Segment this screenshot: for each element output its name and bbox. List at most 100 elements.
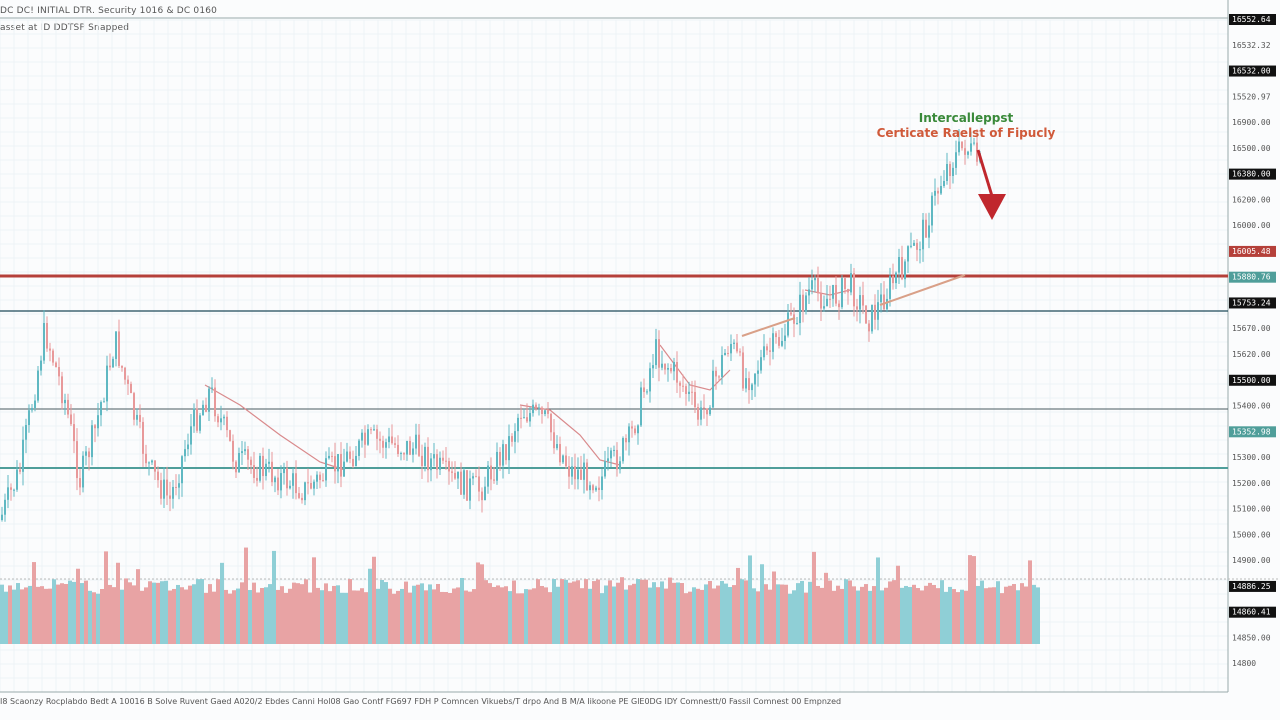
volume-bar — [932, 584, 936, 644]
volume-bar — [576, 580, 580, 644]
volume-bar — [704, 584, 708, 644]
volume-bar — [108, 584, 112, 644]
volume-bar — [248, 590, 252, 644]
volume-bar — [756, 591, 760, 644]
candle-body — [676, 362, 678, 383]
candle-body — [46, 322, 48, 349]
volume-bar — [748, 555, 752, 644]
price-axis-label: 15500.00 — [1232, 376, 1271, 385]
candle-body — [10, 487, 12, 490]
candle-body — [976, 142, 978, 162]
candle-body — [460, 471, 462, 495]
volume-bar — [872, 586, 876, 644]
volume-bar — [220, 562, 224, 644]
candle-body — [532, 404, 534, 414]
candle-body — [970, 143, 972, 152]
candle-body — [658, 339, 660, 368]
volume-bar — [928, 582, 932, 644]
candle-body — [961, 141, 963, 149]
candle-body — [535, 404, 537, 409]
price-tag-bg — [1229, 426, 1276, 438]
candles[interactable] — [1, 128, 981, 522]
candle-body — [781, 340, 783, 346]
volume-bar — [436, 583, 440, 644]
price-axis-label: 16200.00 — [1232, 195, 1271, 204]
volume-bar — [496, 585, 500, 644]
volume-bar — [736, 567, 740, 644]
volume-bar — [212, 591, 216, 644]
candle-body — [706, 408, 708, 415]
candle-body — [292, 473, 294, 486]
volume-bar — [136, 569, 140, 644]
volume-bar — [400, 588, 404, 644]
candle-body — [337, 454, 339, 472]
candle-body — [655, 339, 657, 366]
candle-body — [523, 417, 525, 419]
volume-bar — [900, 587, 904, 644]
volume-bar — [968, 555, 972, 644]
volume-bar — [408, 592, 412, 644]
candle-body — [580, 469, 582, 480]
volume-bar — [192, 584, 196, 644]
candle-body — [61, 376, 63, 404]
volume-bar — [1028, 560, 1032, 644]
volume-bar — [892, 580, 896, 644]
candle-body — [496, 451, 498, 481]
volume-bar — [608, 580, 612, 644]
volume-bar — [340, 592, 344, 644]
volume-bar — [148, 581, 152, 644]
candle-body — [664, 363, 666, 370]
candle-body — [967, 151, 969, 155]
candle-body — [712, 370, 714, 408]
candle-body — [22, 439, 24, 472]
candle-body — [280, 473, 282, 491]
candle-body — [406, 440, 408, 455]
volume-bar — [584, 579, 588, 644]
volume-bar — [760, 564, 764, 644]
candle-body — [313, 481, 315, 489]
candle-body — [565, 455, 567, 467]
volume-bar — [836, 585, 840, 644]
volume-bar — [180, 587, 184, 644]
candle-body — [877, 302, 879, 320]
volume-bar — [276, 589, 280, 644]
volume-bar — [556, 586, 560, 644]
volume-bar — [916, 588, 920, 644]
volume-bar — [624, 589, 628, 644]
volume-bars — [0, 547, 1040, 644]
candle-body — [415, 434, 417, 449]
candle-body — [94, 425, 96, 429]
candle-body — [319, 474, 321, 481]
candle-body — [223, 416, 225, 419]
volume-bar — [508, 591, 512, 644]
volume-bar — [864, 584, 868, 644]
price-levels[interactable] — [0, 274, 1228, 469]
candle-body — [232, 440, 234, 462]
candle-body — [814, 278, 816, 281]
volume-bar — [1000, 593, 1004, 644]
volume-bar — [200, 579, 204, 644]
candle-body — [370, 429, 372, 431]
candle-body — [574, 466, 576, 480]
candle-body — [958, 141, 960, 153]
candle-body — [724, 352, 726, 356]
volume-bar — [176, 584, 180, 644]
candle-body — [895, 272, 897, 284]
volume-bar — [652, 582, 656, 644]
volume-bar — [240, 582, 244, 644]
volume-bar — [428, 584, 432, 644]
candle-body — [703, 407, 705, 409]
candle-body — [820, 293, 822, 309]
price-axis[interactable]: 16552.64 16532.32 16532.00 15520.97 16900.00… — [1229, 14, 1276, 668]
volume-bar — [12, 589, 16, 644]
candle-body — [259, 455, 261, 481]
candle-body — [37, 370, 39, 401]
volume-bar — [440, 591, 444, 644]
volume-bar — [424, 590, 428, 644]
volume-bar — [512, 580, 516, 644]
candle-body — [190, 426, 192, 445]
volume-bar — [660, 581, 664, 644]
candle-body — [826, 298, 828, 307]
candle-body — [520, 417, 522, 419]
